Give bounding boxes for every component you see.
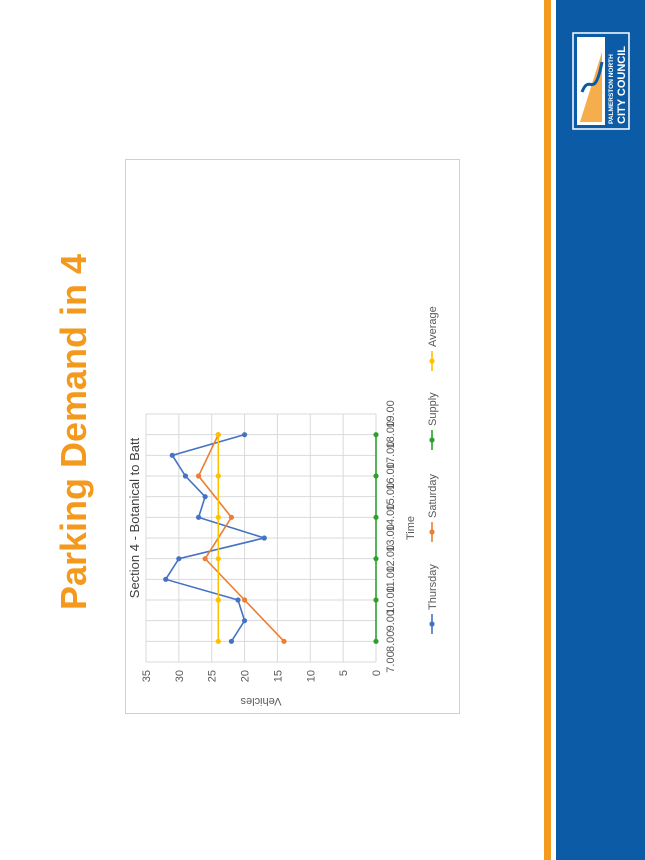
- y-tick-label: 10: [305, 670, 317, 682]
- chart-title: Section 4 - Botanical to Batt: [127, 437, 142, 598]
- data-point-average: [215, 432, 221, 438]
- x-tick-label: 15.00: [385, 483, 397, 511]
- y-tick-label: 0: [371, 670, 383, 676]
- data-point-thursday: [195, 514, 202, 520]
- x-tick-label: 8.00: [385, 631, 397, 652]
- data-point-supply: [373, 597, 379, 603]
- chart-container: 0 5 10 15 20 25 30 35 7.00 8.00 9.00 10.00 11.00 12.0…: [125, 159, 460, 719]
- logo-line-2: CITY COUNCIL: [616, 46, 628, 124]
- slide-title: Parking Demand in 4: [53, 253, 94, 611]
- y-tick-label: 30: [174, 670, 186, 682]
- data-point-saturday: [241, 597, 248, 603]
- legend-marker-average: [429, 358, 435, 364]
- data-point-thursday: [176, 556, 182, 562]
- data-point-average: [215, 473, 221, 479]
- data-point-thursday: [241, 432, 248, 438]
- legend-label-thursday: Thursday: [427, 564, 439, 610]
- y-tick-label: 20: [240, 670, 252, 682]
- legend-marker-saturday: [429, 529, 435, 535]
- legend-label-average: Average: [427, 306, 439, 347]
- data-point-thursday: [235, 597, 241, 603]
- data-point-average: [215, 597, 221, 603]
- data-point-supply: [373, 514, 379, 520]
- data-point-supply: [373, 432, 379, 438]
- x-tick-label: 18.00: [385, 421, 397, 449]
- y-tick-label: 35: [141, 670, 153, 682]
- data-point-average: [215, 514, 221, 520]
- logo-line-1: PALMERSTON NORTH: [608, 54, 615, 124]
- x-tick-label: 7.00: [385, 651, 397, 672]
- data-point-thursday: [163, 576, 169, 582]
- data-point-saturday: [228, 514, 235, 520]
- y-tick-label: 25: [207, 670, 219, 682]
- data-point-saturday: [195, 473, 202, 479]
- data-point-saturday: [202, 556, 208, 562]
- legend-marker-thursday: [429, 621, 435, 627]
- side-band: [556, 0, 645, 860]
- data-point-supply: [373, 556, 379, 562]
- x-tick-label: 12.00: [385, 545, 397, 573]
- data-point-supply: [373, 638, 379, 644]
- data-point-thursday: [202, 494, 208, 500]
- x-tick-label: 11.00: [385, 566, 397, 593]
- legend-label-saturday: Saturday: [427, 473, 439, 518]
- line-chart: 0 5 10 15 20 25 30 35 7.008.009.0010.0011.0012.0…: [125, 159, 460, 714]
- x-tick-label: 13.00: [385, 524, 397, 552]
- x-tick-label: 19.00: [385, 400, 397, 428]
- x-tick-label: 16.00: [385, 462, 397, 490]
- x-tick-label: 9.00: [385, 610, 397, 631]
- council-logo: PALMERSTON NORTH CITY COUNCIL: [572, 32, 630, 130]
- data-point-thursday: [228, 638, 235, 644]
- legend-marker-supply: [429, 437, 435, 443]
- data-point-average: [215, 638, 221, 644]
- x-tick-label: 17.00: [385, 442, 397, 470]
- x-tick-label: 10.00: [385, 586, 397, 614]
- side-stripe: [544, 0, 551, 860]
- data-point-thursday: [261, 535, 267, 541]
- data-point-thursday: [182, 473, 189, 479]
- data-point-thursday: [169, 452, 175, 458]
- y-axis-label: Vehicles: [240, 695, 281, 707]
- y-tick-label: 15: [272, 670, 284, 682]
- x-axis-label: Time: [405, 516, 417, 540]
- data-point-average: [215, 556, 221, 562]
- data-point-supply: [373, 473, 379, 479]
- legend-label-supply: Supply: [427, 392, 439, 426]
- y-tick-label: 5: [338, 670, 350, 676]
- x-tick-label: 14.00: [385, 504, 397, 532]
- data-point-saturday: [281, 638, 287, 644]
- data-point-thursday: [241, 618, 248, 624]
